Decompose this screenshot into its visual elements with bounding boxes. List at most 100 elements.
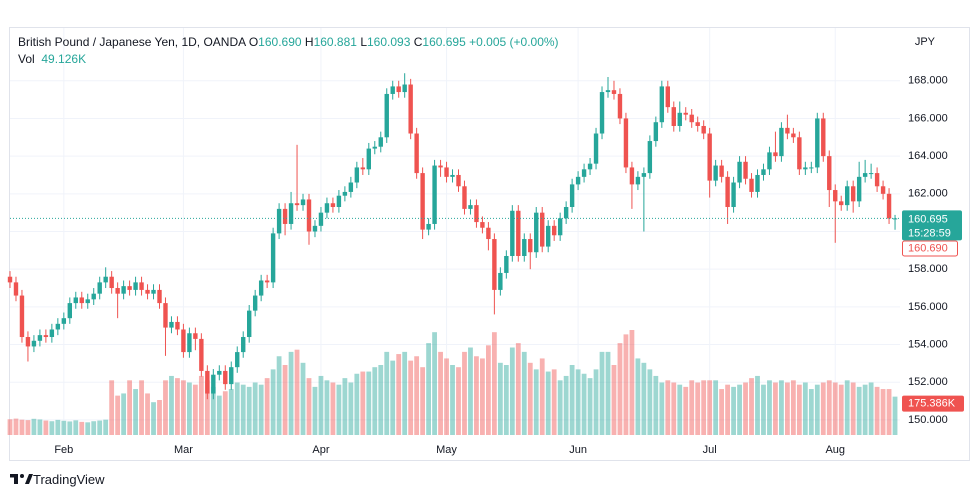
candle-body [779,127,784,157]
candle-body [677,112,682,126]
volume-bar [133,389,138,435]
x-tick-label: Aug [825,444,845,456]
volume-bar [198,375,204,435]
volume-bar [366,371,372,435]
candle-body [288,203,294,224]
volume-bar [384,351,390,435]
candle-body [486,227,491,240]
volume-bar [731,386,736,435]
candle-body [31,340,37,347]
candle-body [133,282,138,290]
candle-body [886,193,892,219]
candle-body [617,93,623,119]
volume-bar [623,334,629,435]
volume-bar [181,380,186,435]
y-tick-label: 154.000 [908,338,948,350]
y-tick-label: 156.000 [908,301,948,313]
candle-body [426,223,431,230]
volume-bar [695,382,701,435]
volume-bar [336,384,342,435]
countdown-label: 15:28:59 [908,227,951,239]
volume-bar [348,382,354,435]
candle-body [37,335,43,341]
candle-body [163,303,168,328]
volume-bar [599,351,605,435]
volume-bar [318,375,324,435]
candle-body [880,186,886,194]
candle-body [55,323,61,330]
candle-body [551,225,557,236]
volume-bar [773,382,778,435]
candle-body [755,174,760,192]
ohlc-label: H [304,35,314,49]
volume-bar [97,420,103,435]
candle-body [67,303,72,319]
ohlc-value: 160.695 [422,35,466,49]
candle-body [492,239,497,290]
volume-bar [115,395,121,435]
volume-bar [486,345,491,435]
candles [7,73,898,400]
volume-bar [737,384,742,435]
candle-body [731,182,736,208]
candle-body [61,318,67,324]
volume-bar [659,382,665,435]
candle-body [43,335,49,338]
volume-bar [109,380,115,435]
x-tick-label: Apr [312,444,329,456]
candle-body [241,337,246,353]
volume-bar [856,386,862,435]
candle-body [264,280,270,283]
volume-bar [814,384,820,435]
volume-bar [43,420,49,435]
volume-bar [629,330,635,435]
ohlc-value: 160.690 [258,35,302,49]
volume-bar [474,356,479,435]
candle-body [725,176,730,208]
candle-body [575,176,581,185]
volume-bar [13,418,19,435]
change: +0.005 (+0.00%) [469,35,559,49]
volume-bar [264,378,270,435]
candle-body [294,203,300,206]
volume-bar [37,419,43,435]
volume-bar [7,419,13,435]
candle-body [815,118,820,168]
logo-icon [10,474,33,484]
candle-body [629,167,635,185]
candle-body [336,195,342,208]
candle-body [73,297,78,304]
volume-bar [19,419,25,435]
candle-body [689,114,694,123]
candle-body [827,156,832,191]
candle-body [103,276,108,283]
candle-body [546,225,551,247]
volume-bar [270,369,276,435]
volume-bar [551,369,557,435]
candle-body [432,165,437,224]
volume-bar [653,375,659,435]
candle-body [79,297,84,304]
candle-body [276,208,282,234]
volume-bar [605,351,611,435]
volume-bar [844,380,850,435]
candle-body [719,165,724,177]
x-tick-label: May [436,444,457,456]
volume-bar [539,358,545,435]
volume-bar [25,420,31,435]
candle-body [599,92,605,134]
y-tick-label: 164.000 [908,150,948,162]
candle-body [611,90,617,94]
volume-bar [408,360,414,435]
volume-bar [288,351,294,435]
candle-body [767,152,772,170]
volume-bar [204,380,210,435]
volume-bar [282,365,288,435]
candle-body [468,205,473,209]
candle-body [785,127,790,134]
volume-bar [671,382,677,435]
candle-body [330,203,336,208]
volume-bar [67,421,73,435]
candle-body [605,90,611,93]
volume-bar [444,358,449,435]
